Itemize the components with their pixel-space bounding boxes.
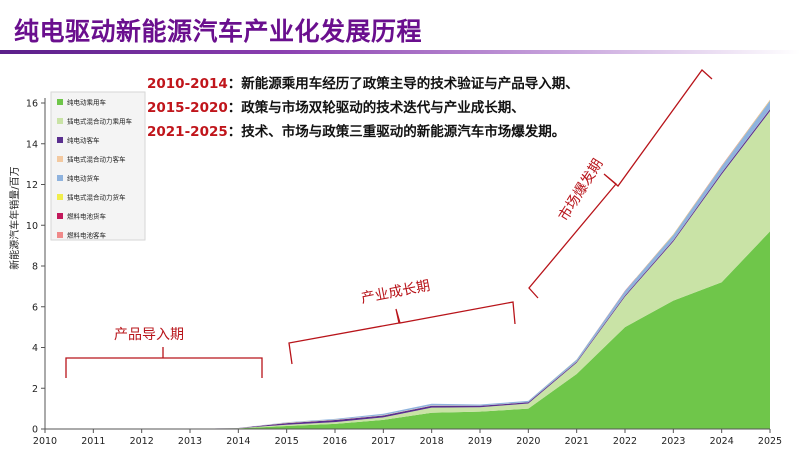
- y-tick-label: 6: [32, 302, 38, 313]
- x-tick-label: 2017: [371, 436, 395, 447]
- x-tick-label: 2018: [420, 436, 444, 447]
- annotation-product-introduction: 产品导入期: [114, 327, 184, 343]
- page-title: 纯电驱动新能源汽车产业化发展历程: [14, 17, 423, 46]
- x-tick-label: 2014: [226, 436, 250, 447]
- brace-market-explosion: [528, 69, 713, 299]
- legend-item-label: 燃料电池客车: [67, 231, 107, 240]
- x-tick-label: 2016: [323, 436, 347, 447]
- chart-legend: 纯电动乘用车插电式混合动力乘用车纯电动客车插电式混合动力客车纯电动货车插电式混合…: [50, 91, 146, 241]
- x-tick-label: 2015: [275, 436, 299, 447]
- annotation-market-explosion: 市场爆发期: [555, 156, 607, 224]
- y-tick-label: 2: [32, 384, 38, 395]
- x-tick-label: 2024: [710, 436, 734, 447]
- title-divider: [0, 50, 800, 54]
- y-tick-label: 14: [26, 139, 38, 150]
- y-tick-label: 12: [26, 180, 38, 191]
- legend-item-label: 插电式混合动力乘用车: [67, 117, 133, 126]
- x-tick-label: 2019: [468, 436, 492, 447]
- y-tick-label: 10: [26, 221, 38, 232]
- legend-item-label: 纯电动货车: [67, 174, 100, 183]
- x-tick-label: 2010: [33, 436, 57, 447]
- area-series-0: [45, 231, 770, 429]
- annotation-industry-growth: 产业成长期: [360, 278, 432, 307]
- area-series-1: [45, 111, 770, 430]
- x-tick-label: 2023: [661, 436, 685, 447]
- legend-item-label: 燃料电池货车: [67, 212, 107, 221]
- legend-item-label: 纯电动客车: [67, 136, 100, 145]
- phase-line-2: 2015-2020：政策与市场双轮驱动的技术迭代与产业成长期、: [147, 99, 525, 116]
- x-tick-label: 2011: [81, 436, 105, 447]
- legend-swatch: [57, 137, 63, 143]
- phase-line-3: 2021-2025：技术、市场与政策三重驱动的新能源汽车市场爆发期。: [147, 123, 565, 140]
- chart-axes: 2010 2011 2012 2013 2014 2015 2016 2017 2018 2019…: [8, 98, 782, 447]
- phase-descriptions: 2010-2014：新能源乘用车经历了政策主导的技术验证与产品导入期、 2015…: [147, 75, 579, 140]
- legend-swatch: [57, 194, 63, 200]
- x-tick-label: 2025: [758, 436, 782, 447]
- x-tick-label: 2013: [178, 436, 202, 447]
- x-tick-label: 2012: [130, 436, 154, 447]
- legend-box: [50, 91, 146, 241]
- y-axis-label: 新能源汽车年销量/百万: [8, 166, 21, 269]
- legend-swatch: [57, 232, 63, 238]
- legend-item-label: 插电式混合动力客车: [67, 155, 126, 164]
- phase-line-1: 2010-2014：新能源乘用车经历了政策主导的技术验证与产品导入期、: [147, 75, 579, 92]
- brace-industry-growth: [288, 301, 516, 365]
- legend-swatch: [57, 175, 63, 181]
- y-tick-label: 8: [32, 262, 38, 273]
- legend-item-label: 插电式混合动力货车: [67, 193, 126, 202]
- brace-product-introduction: [65, 347, 263, 378]
- y-tick-label: 0: [32, 425, 38, 436]
- x-tick-label: 2021: [565, 436, 589, 447]
- y-tick-label: 4: [32, 343, 38, 354]
- legend-swatch: [57, 156, 63, 162]
- legend-swatch: [57, 213, 63, 219]
- legend-item-label: 纯电动乘用车: [67, 98, 107, 107]
- legend-swatch: [57, 118, 63, 124]
- x-tick-label: 2022: [613, 436, 637, 447]
- area-layers: [45, 99, 770, 430]
- legend-swatch: [57, 99, 63, 105]
- y-tick-label: 16: [26, 99, 38, 110]
- x-tick-label: 2020: [516, 436, 540, 447]
